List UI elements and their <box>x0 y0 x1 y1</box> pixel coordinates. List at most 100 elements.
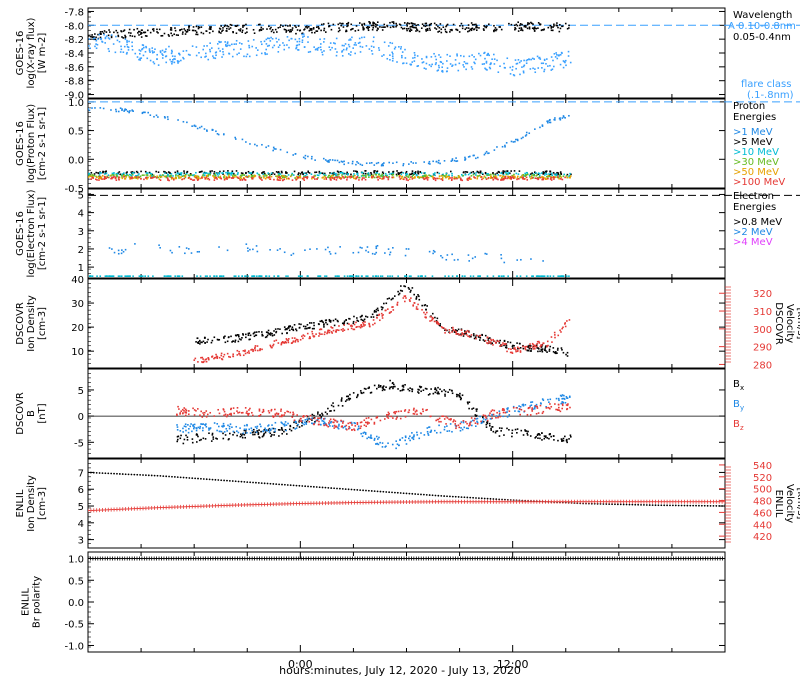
data-point <box>274 430 276 432</box>
data-point <box>288 178 290 180</box>
data-point <box>164 172 166 174</box>
data-point <box>559 31 561 33</box>
data-point <box>499 413 501 415</box>
data-point <box>560 403 562 405</box>
data-point <box>437 393 439 395</box>
data-point <box>220 28 222 30</box>
data-point <box>189 29 191 31</box>
data-point <box>322 176 324 178</box>
data-point <box>485 152 487 154</box>
data-point <box>410 290 412 292</box>
data-point <box>450 419 452 421</box>
legend-entry: B <box>733 379 740 390</box>
data-point <box>208 427 210 429</box>
data-point <box>192 179 194 181</box>
data-point <box>382 171 384 173</box>
data-point <box>501 427 503 429</box>
data-point <box>411 61 413 63</box>
data-point <box>271 424 273 426</box>
data-point <box>375 23 377 25</box>
data-point <box>241 43 243 45</box>
annotation-line: flare class <box>741 79 791 90</box>
data-point <box>269 174 271 176</box>
data-point <box>296 45 298 47</box>
data-point <box>535 28 537 30</box>
data-point <box>553 435 555 437</box>
data-point <box>165 62 167 64</box>
data-point <box>450 171 452 173</box>
data-point <box>324 28 326 30</box>
data-point <box>534 30 536 32</box>
data-point <box>499 342 501 344</box>
data-point <box>449 31 451 33</box>
data-point <box>569 396 571 398</box>
data-point <box>198 427 200 429</box>
data-point <box>187 29 189 31</box>
data-point <box>333 175 335 177</box>
data-point <box>245 141 247 143</box>
data-point <box>499 414 501 416</box>
data-point <box>226 416 228 418</box>
data-point <box>367 246 369 248</box>
data-point <box>487 53 489 55</box>
data-point <box>220 178 222 180</box>
data-point <box>412 178 414 180</box>
data-point <box>556 24 558 26</box>
data-point <box>128 32 130 34</box>
data-point <box>209 42 211 44</box>
data-point <box>311 173 313 175</box>
data-point <box>504 146 506 148</box>
data-point <box>450 423 452 425</box>
data-point <box>532 401 534 403</box>
data-point <box>412 287 414 289</box>
data-point <box>261 53 263 55</box>
data-point <box>139 53 141 55</box>
data-point <box>559 24 561 26</box>
data-point <box>155 171 157 173</box>
data-point <box>219 431 221 433</box>
data-point <box>280 422 282 424</box>
data-point <box>329 172 331 174</box>
series-baseline <box>89 275 570 277</box>
data-point <box>243 432 245 434</box>
data-point <box>154 48 156 50</box>
data-point <box>515 429 517 431</box>
data-point <box>355 322 357 324</box>
data-point <box>244 350 246 352</box>
data-point <box>123 172 125 174</box>
data-point <box>240 433 242 435</box>
data-point <box>292 29 294 31</box>
data-point <box>267 45 269 47</box>
data-point <box>307 171 309 173</box>
data-point <box>428 394 430 396</box>
data-point <box>436 24 438 26</box>
data-point <box>415 27 417 29</box>
data-point <box>338 176 340 178</box>
data-point <box>408 409 410 411</box>
data-point <box>251 427 253 429</box>
data-point <box>391 52 393 54</box>
data-point <box>295 39 297 41</box>
data-point <box>232 172 234 174</box>
data-point <box>473 56 475 58</box>
data-point <box>266 28 268 30</box>
data-point <box>566 440 568 442</box>
data-point <box>416 410 418 412</box>
series--1-mev <box>87 107 569 166</box>
data-point <box>166 275 168 277</box>
data-point <box>446 54 448 56</box>
data-point <box>232 31 234 33</box>
data-point <box>560 28 562 30</box>
data-point <box>402 385 404 387</box>
data-point <box>265 49 267 51</box>
data-point <box>95 43 97 45</box>
data-point <box>272 29 274 31</box>
y-axis-label-line: log(Proton Flux) <box>26 104 37 183</box>
data-point <box>325 249 327 251</box>
data-point <box>354 44 356 46</box>
data-point <box>347 177 349 179</box>
y-axis-label-line: Ion Density <box>26 295 37 352</box>
data-point <box>524 429 526 431</box>
data-point <box>226 430 228 432</box>
